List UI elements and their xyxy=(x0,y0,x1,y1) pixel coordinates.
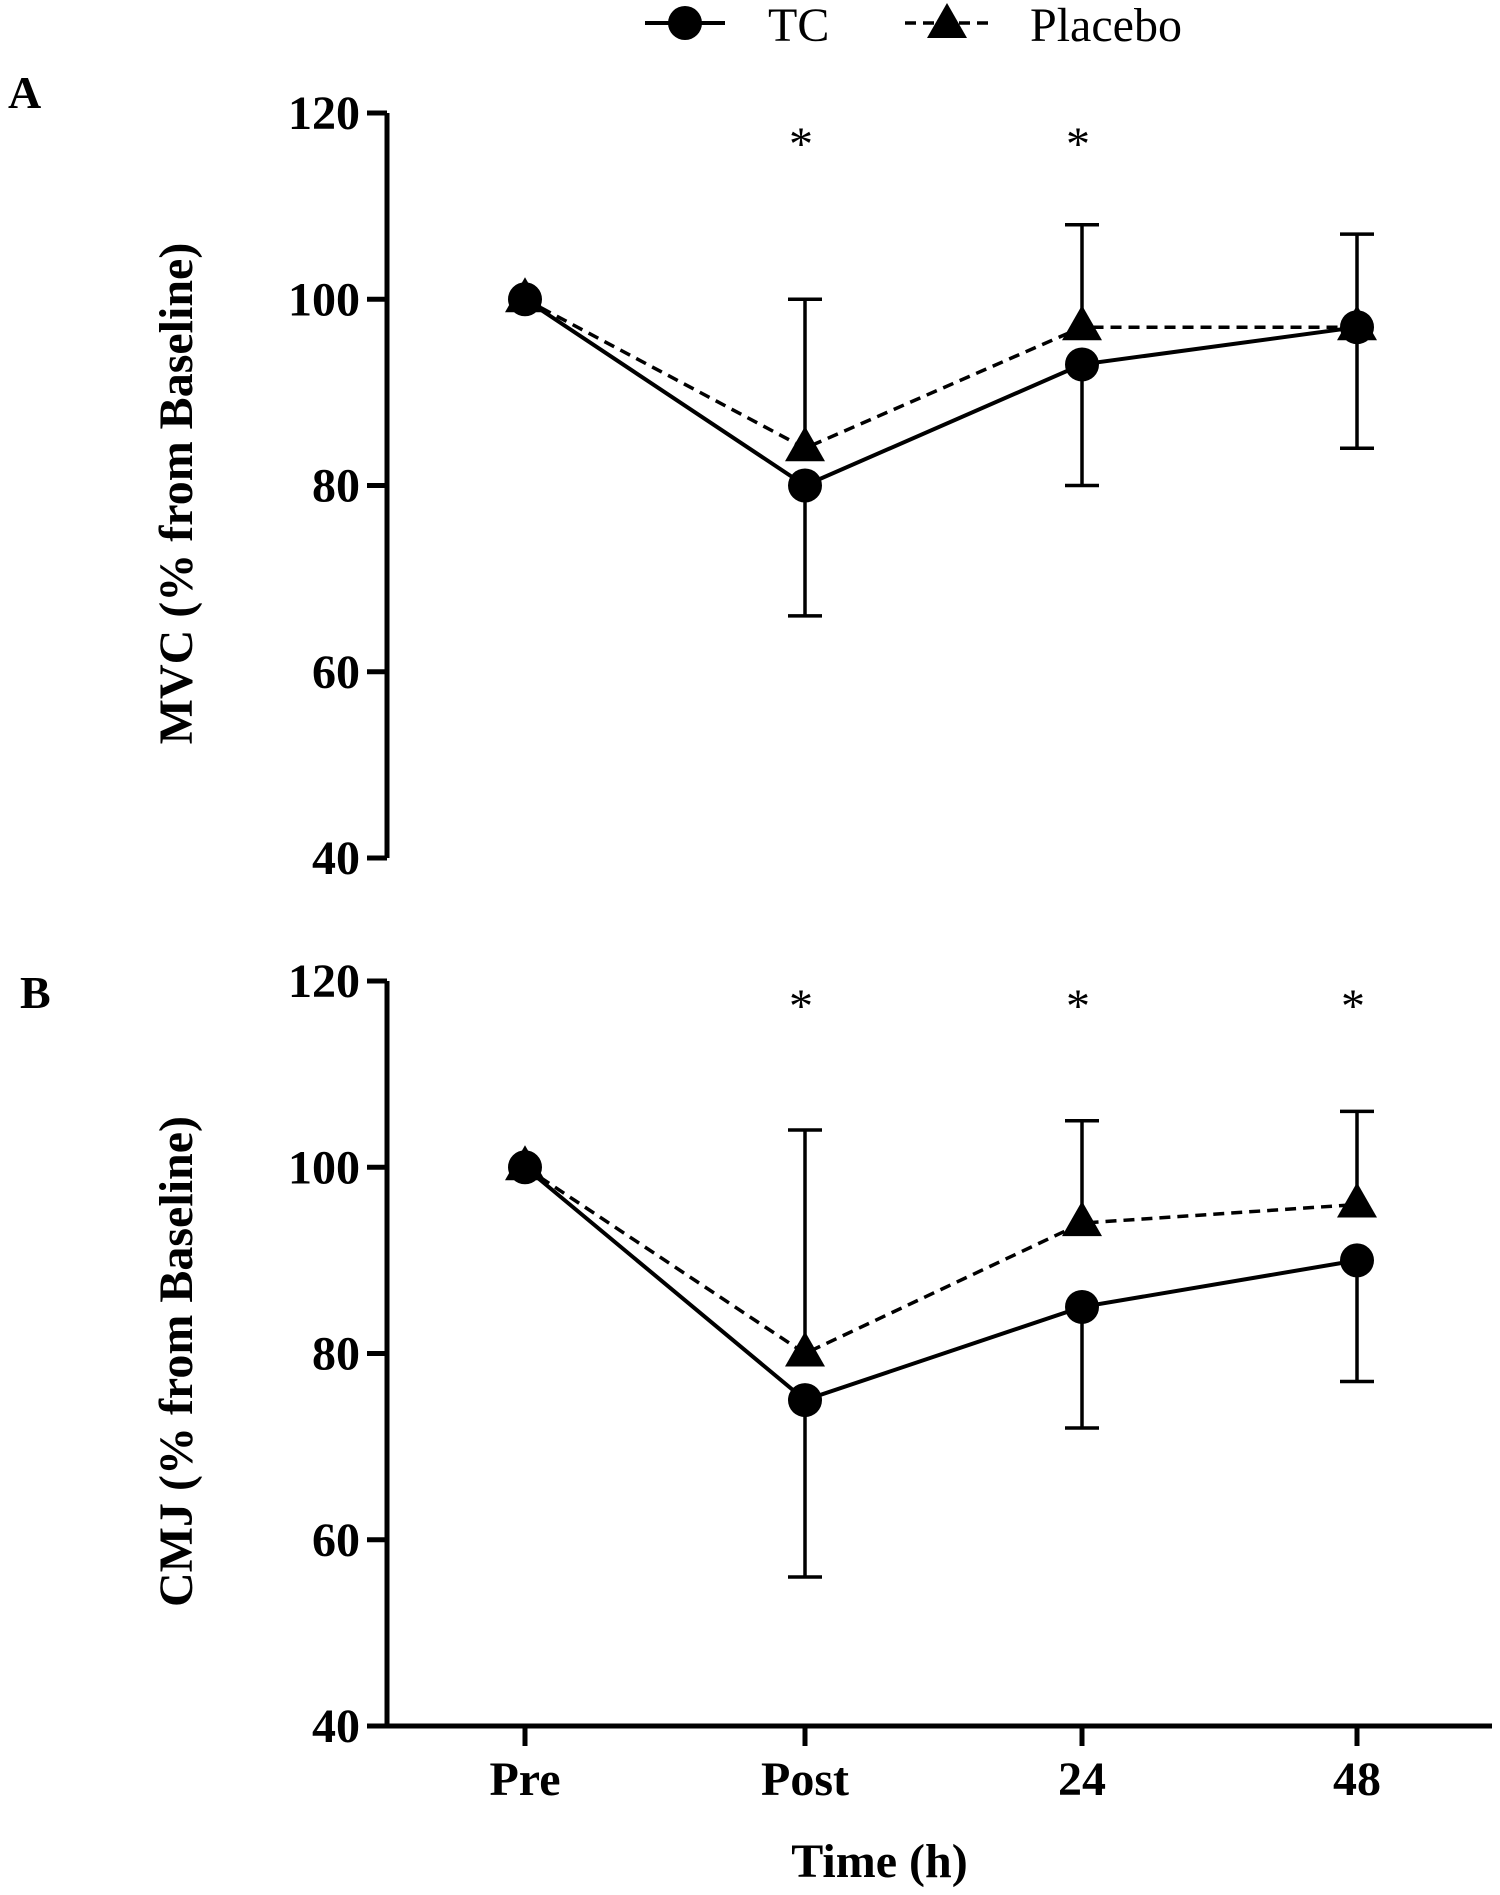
legend-tc-label: TC xyxy=(768,0,829,52)
y-tick-label: 120 xyxy=(288,87,360,140)
legend: TC Placebo xyxy=(645,0,1182,52)
y-tick-label: 80 xyxy=(312,1328,360,1381)
panel-label: A xyxy=(8,67,41,118)
legend-tc-marker xyxy=(668,6,702,40)
x-tick-label: 48 xyxy=(1333,1753,1381,1806)
y-axis-title: MVC (% from Baseline) xyxy=(150,243,203,745)
y-tick-label: 60 xyxy=(312,646,360,699)
placebo-point xyxy=(1062,305,1102,341)
panel-label: B xyxy=(20,967,51,1018)
legend-placebo-marker xyxy=(927,3,967,38)
significance-star: * xyxy=(1066,980,1090,1033)
y-tick-label: 120 xyxy=(288,955,360,1008)
y-tick-label: 80 xyxy=(312,460,360,513)
y-tick-label: 40 xyxy=(312,832,360,885)
significance-star: * xyxy=(1341,980,1365,1033)
y-tick-label: 100 xyxy=(288,273,360,326)
x-tick-label: Pre xyxy=(489,1753,560,1806)
y-tick-label: 60 xyxy=(312,1514,360,1567)
placebo-series-line xyxy=(524,1165,1358,1356)
significance-star: * xyxy=(1066,118,1090,171)
panel-b: B 40 60 80 100 120 CMJ (% from Baseline) Pre Pos… xyxy=(20,955,1492,1888)
significance-star: * xyxy=(789,118,813,171)
y-tick-label: 40 xyxy=(312,1700,360,1753)
placebo-point xyxy=(785,1331,825,1367)
placebo-point xyxy=(1337,305,1377,341)
legend-placebo-label: Placebo xyxy=(1030,0,1182,52)
x-axis-title: Time (h) xyxy=(791,1835,967,1888)
placebo-point xyxy=(1062,1201,1102,1237)
tc-series-line xyxy=(523,297,1358,488)
placebo-series-line xyxy=(524,297,1357,451)
placebo-point xyxy=(505,277,545,313)
panel-a: A 40 60 80 100 120 MVC (% from Baseline) * * xyxy=(8,67,1377,885)
placebo-point xyxy=(785,426,825,462)
tc-point xyxy=(1065,1289,1099,1324)
tc-point xyxy=(788,468,822,503)
tc-point xyxy=(788,1383,822,1418)
tc-point xyxy=(1340,1243,1374,1278)
significance-star: * xyxy=(789,980,813,1033)
placebo-point xyxy=(1337,1182,1377,1218)
y-axis-title: CMJ (% from Baseline) xyxy=(150,1116,203,1607)
x-tick-label: 24 xyxy=(1058,1753,1106,1806)
y-tick-label: 100 xyxy=(288,1141,360,1194)
tc-point xyxy=(1065,347,1099,382)
x-tick-label: Post xyxy=(761,1753,849,1806)
placebo-point xyxy=(505,1145,545,1181)
tc-series-line xyxy=(523,1165,1358,1403)
